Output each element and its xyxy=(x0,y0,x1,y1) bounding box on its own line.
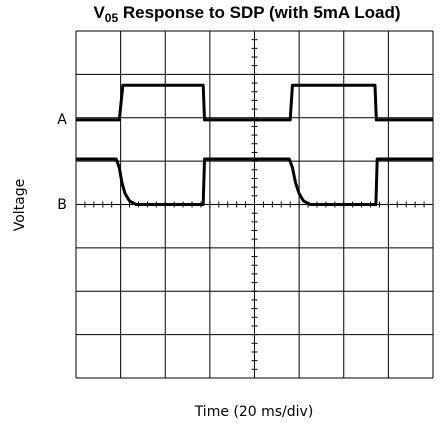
title-main: V xyxy=(93,3,105,22)
x-axis-label: Time (20 ms/div) xyxy=(194,404,314,420)
chart-title: V05 Response to SDP (with 5mA Load) xyxy=(93,3,400,25)
title-sub: 05 xyxy=(105,11,119,25)
title-rest: Response to SDP (with 5mA Load) xyxy=(118,3,400,22)
trace-label: B xyxy=(57,197,67,213)
y-axis-label: Voltage xyxy=(12,179,28,232)
trace xyxy=(76,83,433,122)
trace-label: A xyxy=(57,112,67,128)
trace xyxy=(76,157,433,206)
